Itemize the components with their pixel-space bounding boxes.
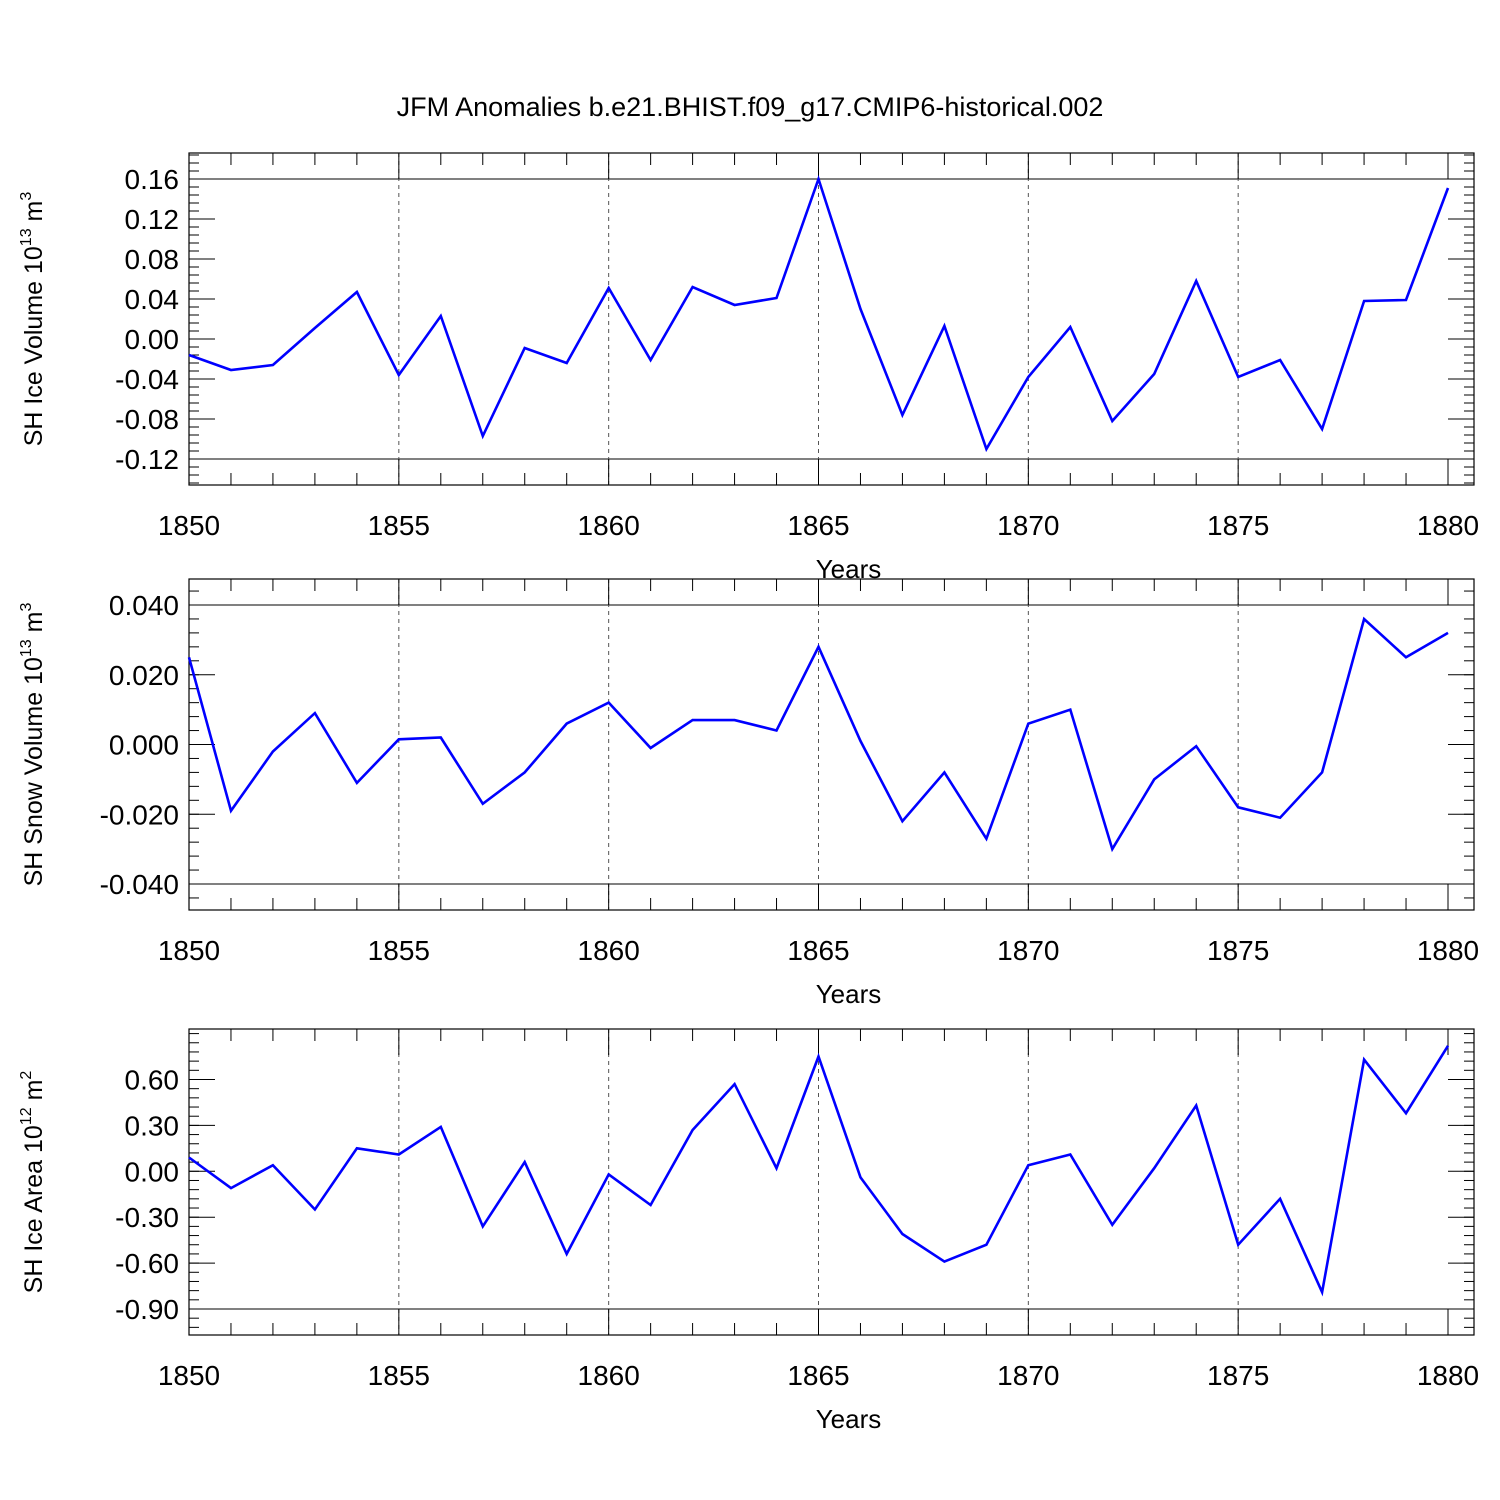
x-tick-label: 1860 [578, 1360, 640, 1391]
x-tick-label: 1870 [997, 935, 1059, 966]
panels: -0.12 -0.08 -0.04 0.00 0.04 0.08 0.12 0.16 1850 1… [18, 152, 1479, 1434]
x-tick-label: 1850 [158, 935, 220, 966]
x-tick-label: 1855 [368, 1360, 430, 1391]
y-tick-label: -0.020 [100, 799, 179, 830]
series-line [188, 1045, 1450, 1297]
y-tick-label: 0.00 [125, 1156, 180, 1187]
y-tick-label: 0.60 [125, 1064, 180, 1095]
y-tick-label: -0.04 [115, 364, 179, 395]
y-axis-label: SH Snow Volume 1013 m3 [18, 603, 48, 887]
plot-frame [188, 152, 1475, 486]
panel-2: -0.040 -0.020 0.000 0.020 0.040 1850 1855 1860 1… [18, 578, 1479, 1009]
y-tick-label: 0.04 [125, 284, 180, 315]
y-tick-label: 0.020 [109, 660, 179, 691]
x-axis-label: Years [816, 1404, 882, 1434]
y-tick-label: -0.12 [115, 444, 179, 475]
plot-frame [188, 1028, 1475, 1336]
plot-frame [188, 578, 1475, 911]
x-tick-label: 1860 [578, 935, 640, 966]
y-tick-label: 0.16 [125, 164, 180, 195]
y-tick-label: 0.000 [109, 730, 179, 761]
y-tick-label: 0.040 [109, 590, 179, 621]
x-tick-label: 1860 [578, 510, 640, 541]
y-axis-label: SH Ice Volume 1013 m3 [18, 192, 48, 447]
x-tick-label: 1875 [1207, 1360, 1269, 1391]
x-tick-label: 1880 [1417, 510, 1479, 541]
x-tick-label: 1880 [1417, 1360, 1479, 1391]
x-tick-label: 1870 [997, 1360, 1059, 1391]
y-tick-label: -0.040 [100, 869, 179, 900]
chart-title: JFM Anomalies b.e21.BHIST.f09_g17.CMIP6-… [397, 92, 1104, 122]
x-tick-label: 1865 [787, 935, 849, 966]
y-tick-label: -0.90 [115, 1294, 179, 1325]
x-tick-label: 1875 [1207, 510, 1269, 541]
y-tick-label: 0.00 [125, 324, 180, 355]
x-tick-label: 1865 [787, 1360, 849, 1391]
x-tick-label: 1855 [368, 510, 430, 541]
y-tick-label: -0.08 [115, 404, 179, 435]
x-tick-label: 1875 [1207, 935, 1269, 966]
y-axis-label: SH Ice Area 1012 m2 [18, 1071, 48, 1294]
series-line [187, 616, 1449, 853]
x-tick-label: 1850 [158, 1360, 220, 1391]
y-tick-label: 0.12 [125, 204, 180, 235]
x-tick-label: 1855 [368, 935, 430, 966]
x-tick-label: 1870 [997, 510, 1059, 541]
x-tick-label: 1880 [1417, 935, 1479, 966]
x-tick-label: 1850 [158, 510, 220, 541]
panel-1: -0.12 -0.08 -0.04 0.00 0.04 0.08 0.12 0.16 1850 1… [18, 152, 1479, 584]
y-tick-label: -0.60 [115, 1248, 179, 1279]
x-tick-label: 1865 [787, 510, 849, 541]
x-axis-label: Years [816, 979, 882, 1009]
y-tick-label: -0.30 [115, 1202, 179, 1233]
y-tick-label: 0.08 [125, 244, 180, 275]
panel-3: -0.90 -0.60 -0.30 0.00 0.30 0.60 1850 1855 1860 1… [18, 1028, 1479, 1434]
y-tick-label: 0.30 [125, 1110, 180, 1141]
